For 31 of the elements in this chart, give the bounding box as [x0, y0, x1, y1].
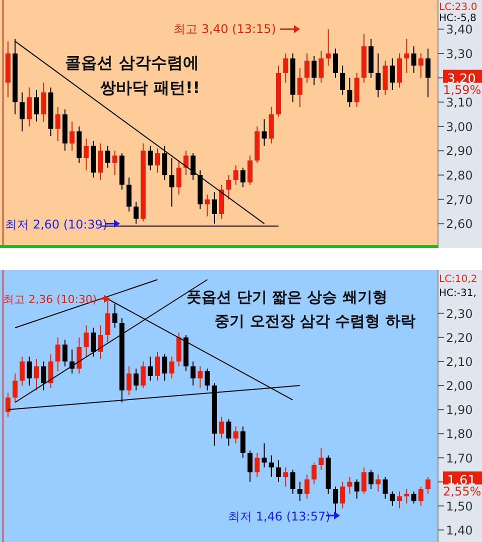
text: HC:-5,8 — [439, 13, 476, 24]
text: LC:23,0 — [439, 2, 478, 13]
y-tick-label: 3,40 — [446, 22, 473, 37]
y-tick-label: 2,90 — [446, 144, 473, 158]
text: 풋옵션 단기 짧은 상승 쐐기형 — [186, 288, 388, 306]
y-tick-label: 1,90 — [446, 403, 473, 418]
annotation: 최저 2,60 (10:39) — [5, 218, 108, 232]
y-tick-label: 1,70 — [446, 451, 473, 466]
y-tick-label: 2,00 — [446, 379, 473, 394]
y-tick-label: 1,40 — [446, 523, 473, 538]
text: 콜옵션 삼각수렴에 — [65, 53, 199, 72]
y-tick-label: 1,80 — [446, 427, 473, 442]
text: 중기 오전장 삼각 수렴형 하락 — [214, 312, 416, 330]
annotation: 최고 2,36 (10:30) — [3, 292, 97, 306]
text: HC:-31, — [439, 288, 476, 299]
y-tick-label: 2,70 — [446, 192, 473, 207]
y-tick-label: 3,00 — [446, 120, 473, 134]
y-tick-label: 2,30 — [446, 306, 473, 321]
annotation: 최저 1,46 (13:57) — [228, 510, 330, 524]
y-tick-label: 3,30 — [446, 46, 473, 61]
y-tick-label: 2,80 — [446, 168, 473, 183]
y-tick-label: 2,60 — [446, 217, 473, 232]
y-tick-label: 2,10 — [446, 354, 473, 369]
y-tick-label: 1,50 — [446, 499, 473, 514]
text: LC:10,2 — [439, 274, 478, 285]
text: 2,55% — [443, 484, 482, 498]
y-tick-label: 3,10 — [446, 96, 473, 110]
annotation: 최고 3,40 (13:15) — [174, 22, 276, 36]
y-tick-label: 2,20 — [446, 330, 473, 345]
text: 쌍바닥 패턴!! — [100, 78, 200, 97]
text: 1,59% — [443, 82, 482, 97]
